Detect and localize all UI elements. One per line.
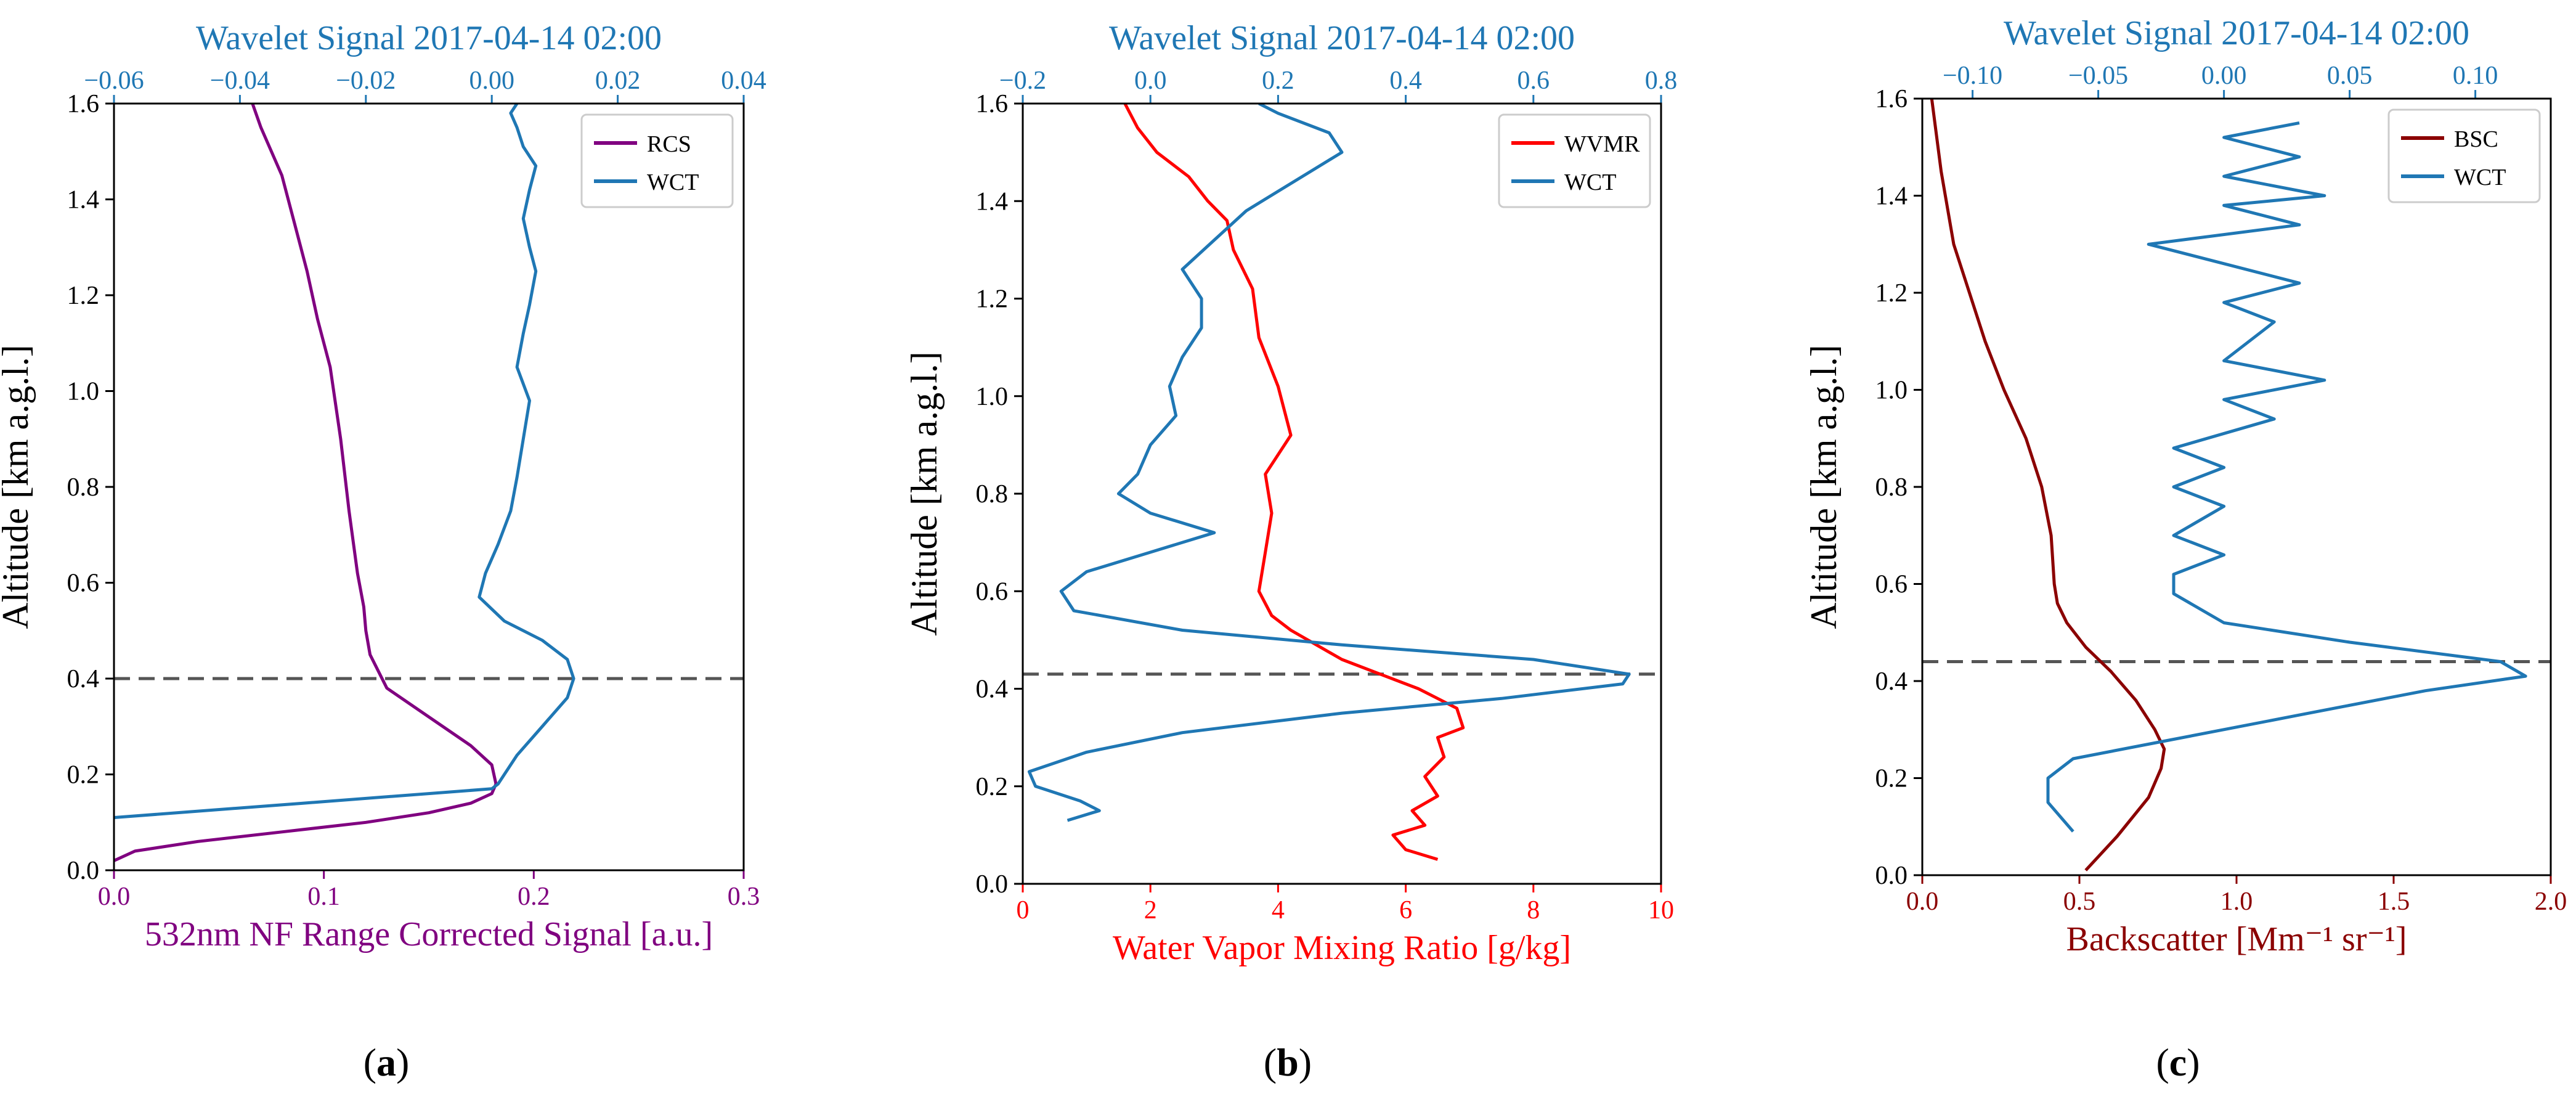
- y-tick-label: 1.6: [67, 90, 100, 118]
- y-tick-label: 0.4: [976, 675, 1009, 704]
- panel-caption: (b): [1264, 1040, 1312, 1084]
- bottom-x-tick-label: 4: [1272, 896, 1285, 924]
- bottom-x-axis-label: Backscatter [Mm⁻¹ sr⁻¹]: [2066, 920, 2407, 958]
- y-tick-label: 1.2: [67, 282, 100, 310]
- series-line-wct: [1027, 104, 1631, 822]
- y-axis-label: Altitude [km a.g.l.]: [904, 351, 945, 636]
- legend-label-wct: WCT: [1564, 169, 1616, 195]
- top-x-tick-label: 0.4: [1389, 67, 1422, 95]
- y-tick-label: 1.2: [976, 285, 1009, 314]
- top-x-tick-label: 0.2: [1262, 67, 1294, 95]
- y-tick-label: 1.4: [1875, 182, 1908, 211]
- legend-label-wct: WCT: [647, 169, 699, 195]
- bottom-x-tick-label: 2.0: [2535, 888, 2567, 916]
- top-x-tick-label: 0.6: [1518, 67, 1550, 95]
- top-x-tick-label: −0.04: [210, 67, 270, 95]
- top-x-tick-label: −0.06: [84, 67, 144, 95]
- y-tick-label: 0.4: [67, 665, 100, 693]
- legend-label-bsc: BSC: [2454, 126, 2498, 152]
- legend-label-wct: WCT: [2454, 165, 2506, 190]
- y-tick-label: 1.0: [976, 383, 1009, 411]
- y-tick-label: 1.2: [1875, 279, 1908, 308]
- top-x-tick-label: 0.8: [1645, 67, 1678, 95]
- bottom-x-tick-label: 1.5: [2378, 888, 2410, 916]
- y-tick-label: 0.2: [1875, 765, 1908, 793]
- top-x-tick-label: −0.2: [999, 67, 1046, 95]
- y-tick-label: 0.6: [67, 569, 100, 598]
- y-tick-label: 1.4: [67, 186, 100, 214]
- y-tick-label: 1.0: [1875, 377, 1908, 405]
- bottom-x-tick-label: 8: [1527, 896, 1540, 924]
- chart-panel-3: 0.0 0.5 1.0 1.5 2.0 −0.10 −0.05 0.00 0.05 0.10 0.0…: [1803, 14, 2567, 1084]
- top-x-tick-label: 0.02: [595, 67, 641, 95]
- plot-frame: [113, 102, 745, 871]
- bottom-x-tick-label: 0.3: [728, 883, 760, 911]
- top-axis-title: Wavelet Signal 2017-04-14 02:00: [1109, 19, 1575, 57]
- y-tick-label: 1.6: [976, 90, 1009, 118]
- top-x-tick-label: 0.04: [721, 67, 766, 95]
- bottom-x-tick-label: 0.1: [307, 883, 340, 911]
- top-x-tick-label: −0.02: [336, 67, 396, 95]
- legend-label-wvmr: WVMR: [1564, 131, 1640, 157]
- y-tick-label: 1.4: [976, 187, 1009, 216]
- y-tick-label: 0.6: [1875, 571, 1908, 599]
- bottom-x-tick-label: 0.0: [1906, 888, 1939, 916]
- bottom-x-tick-label: 6: [1399, 896, 1412, 924]
- top-axis-title: Wavelet Signal 2017-04-14 02:00: [2004, 14, 2469, 52]
- y-tick-label: 0.6: [976, 578, 1009, 606]
- y-axis-label: Altitude [km a.g.l.]: [1803, 345, 1844, 629]
- legend-box: [2387, 108, 2541, 203]
- top-x-tick-label: 0.00: [469, 67, 514, 95]
- legend: WVMR WCT: [1498, 113, 1651, 208]
- bottom-x-tick-label: 1.0: [2220, 888, 2253, 916]
- bottom-x-tick-label: 2: [1144, 896, 1157, 924]
- panel-caption: (a): [364, 1040, 410, 1084]
- chart-panel-1: 0.0 0.1 0.2 0.3 −0.06 −0.04 −0.02 0.00 0.02 0.04 0…: [0, 19, 766, 1084]
- bottom-x-axis-label: Water Vapor Mixing Ratio [g/kg]: [1113, 929, 1571, 967]
- top-x-tick-label: 0.0: [1134, 67, 1167, 95]
- y-axis-label: Altitude [km a.g.l.]: [0, 345, 36, 629]
- y-tick-label: 0.2: [67, 761, 100, 790]
- top-x-tick-label: −0.05: [2068, 62, 2128, 90]
- bottom-x-tick-label: 10: [1648, 896, 1674, 924]
- y-tick-label: 1.0: [67, 378, 100, 406]
- top-axis-title: Wavelet Signal 2017-04-14 02:00: [196, 19, 662, 57]
- legend-label-rcs: RCS: [647, 131, 691, 157]
- legend-box: [580, 113, 734, 208]
- plot-frame: [1921, 97, 2552, 876]
- bottom-x-tick-label: 0.0: [98, 883, 131, 911]
- y-tick-label: 0.0: [1875, 862, 1908, 890]
- top-x-tick-label: −0.10: [1943, 62, 2002, 90]
- y-tick-label: 0.8: [67, 473, 100, 502]
- legend-box: [1498, 113, 1651, 208]
- y-tick-label: 0.4: [1875, 667, 1908, 696]
- plot-frame: [1022, 102, 1662, 885]
- bottom-x-axis-label: 532nm NF Range Corrected Signal [a.u.]: [145, 915, 713, 953]
- y-tick-label: 0.8: [1875, 473, 1908, 502]
- y-tick-label: 1.6: [1875, 85, 1908, 113]
- bottom-x-tick-label: 0.5: [2063, 888, 2096, 916]
- panel-caption: (c): [2156, 1040, 2200, 1084]
- top-x-tick-label: 0.00: [2201, 62, 2247, 90]
- series-line-bsc: [1930, 99, 2166, 871]
- series-line-wct: [114, 104, 575, 819]
- chart-panel-2: 0 2 4 6 8 10 −0.2 0.0 0.2 0.4 0.6 0.8 0.0 0.2 0.4 0.6 0.…: [904, 19, 1677, 1084]
- y-tick-label: 0.2: [976, 773, 1009, 801]
- top-x-tick-label: 0.10: [2453, 62, 2498, 90]
- bottom-x-tick-label: 0.2: [518, 883, 550, 911]
- bottom-x-tick-label: 0: [1017, 896, 1030, 924]
- y-tick-label: 0.0: [976, 870, 1009, 899]
- y-tick-label: 0.0: [67, 857, 100, 885]
- series-line-wct: [2046, 121, 2527, 833]
- top-x-tick-label: 0.05: [2327, 62, 2373, 90]
- legend: BSC WCT: [2387, 108, 2541, 203]
- series-line-rcs: [114, 104, 498, 862]
- legend: RCS WCT: [580, 113, 734, 208]
- series-line-wvmr: [1123, 104, 1465, 861]
- y-tick-label: 0.8: [976, 480, 1009, 508]
